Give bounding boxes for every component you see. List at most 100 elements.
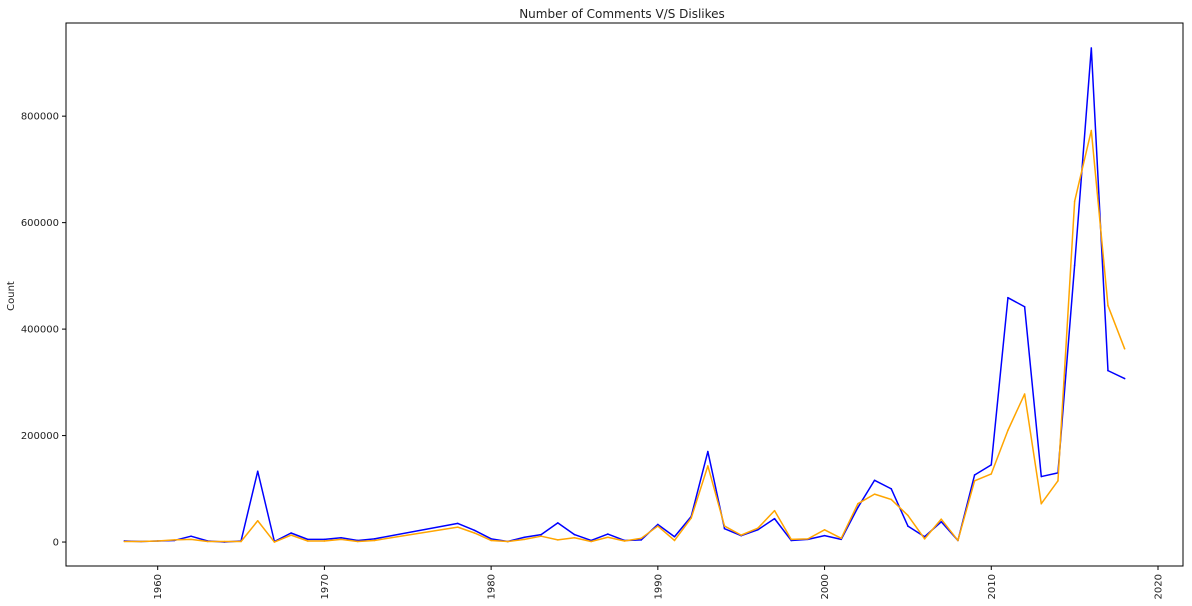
data-point (640, 537, 642, 540)
data-point (456, 522, 459, 525)
data-point (807, 538, 809, 540)
y-tick-label: 0 (53, 538, 59, 549)
data-point (290, 532, 292, 534)
data-point (1123, 348, 1126, 350)
data-point (1090, 129, 1093, 132)
data-point (356, 540, 359, 543)
data-point (507, 540, 509, 543)
data-point (1090, 47, 1093, 49)
y-tick-label: 600000 (21, 218, 59, 229)
y-tick-label: 200000 (21, 431, 59, 442)
data-point (1040, 475, 1043, 478)
data-point (873, 493, 876, 495)
data-point (823, 534, 826, 537)
data-point (323, 538, 326, 541)
data-point (1057, 480, 1059, 482)
data-point (523, 536, 526, 539)
data-point (873, 479, 876, 482)
x-tick-label: 1970 (320, 574, 331, 599)
data-point (907, 514, 909, 517)
data-point (1123, 377, 1126, 380)
data-point (490, 539, 492, 542)
data-point (473, 529, 476, 532)
data-point (1023, 305, 1026, 308)
series-layer (123, 47, 1126, 543)
data-point (490, 538, 492, 540)
data-point (907, 525, 909, 527)
data-point (723, 525, 726, 527)
data-point (840, 537, 843, 540)
chart-title: Number of Comments V/S Dislikes (519, 7, 725, 21)
data-point (623, 540, 626, 542)
data-point (757, 527, 759, 529)
data-point (1073, 264, 1076, 267)
data-point (957, 539, 959, 542)
data-point (156, 540, 159, 542)
data-point (256, 519, 259, 522)
data-point (206, 540, 209, 543)
data-point (123, 540, 126, 543)
data-point (573, 536, 576, 539)
x-tick-label: 2020 (1153, 574, 1164, 599)
data-point (790, 538, 793, 541)
data-point (456, 526, 459, 528)
x-tick-label: 2010 (987, 574, 998, 599)
data-point (857, 506, 859, 509)
data-point (1073, 200, 1076, 203)
x-tick-label: 2000 (820, 574, 831, 599)
data-point (540, 535, 542, 537)
data-point (590, 540, 592, 543)
data-point (1023, 393, 1026, 395)
data-point (973, 474, 976, 476)
data-point (823, 529, 826, 531)
data-point (340, 536, 342, 539)
data-point (640, 539, 642, 541)
data-point (1107, 369, 1109, 372)
data-point (990, 473, 993, 475)
data-point (1007, 429, 1009, 432)
data-point (273, 541, 276, 543)
data-point (757, 529, 759, 531)
x-tick-label: 1990 (653, 574, 664, 599)
data-point (256, 470, 259, 473)
data-point (657, 525, 659, 527)
y-tick-label: 800000 (21, 112, 59, 123)
data-point (923, 538, 926, 540)
data-point (1107, 304, 1109, 307)
data-point (990, 464, 993, 466)
data-point (707, 465, 709, 467)
data-point (690, 517, 692, 519)
data-point (523, 538, 526, 541)
series-line (124, 47, 1125, 543)
data-point (306, 538, 309, 541)
series-2 (123, 129, 1126, 543)
data-point (673, 535, 676, 538)
x-tick-label: 1960 (153, 574, 164, 599)
data-point (740, 534, 742, 536)
data-point (857, 502, 859, 505)
data-point (723, 527, 726, 530)
data-point (573, 533, 576, 536)
data-point (473, 532, 476, 534)
data-point (607, 536, 609, 539)
data-point (940, 518, 943, 520)
plot-frame (65, 22, 1184, 567)
data-point (173, 539, 176, 541)
data-point (673, 539, 676, 542)
data-point (973, 480, 976, 482)
data-point (290, 534, 292, 536)
data-point (773, 517, 776, 520)
data-point (1040, 502, 1043, 505)
data-point (323, 540, 326, 542)
y-tick-label: 400000 (21, 325, 59, 336)
data-point (890, 498, 893, 501)
data-point (223, 540, 226, 543)
data-point (1007, 296, 1009, 299)
y-axis-label: Count (6, 281, 17, 311)
data-point (773, 509, 776, 512)
data-point (190, 535, 192, 537)
data-point (373, 538, 376, 540)
data-point (540, 533, 542, 536)
x-tick-label: 1980 (487, 574, 498, 599)
